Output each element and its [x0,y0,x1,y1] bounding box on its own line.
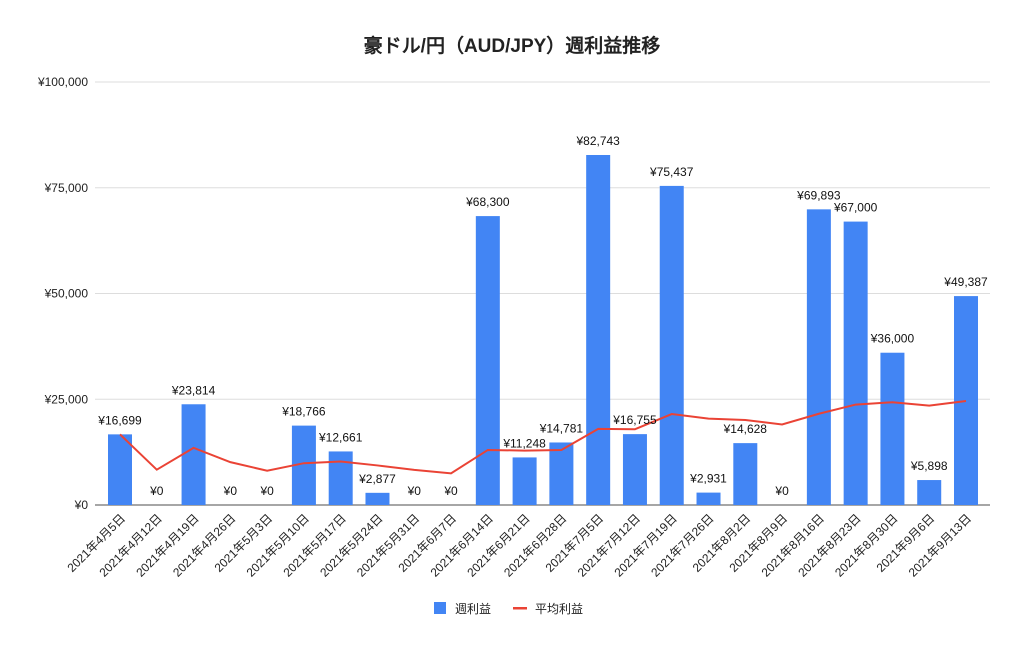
bar [512,457,537,505]
bar [696,492,721,505]
legend-label-line: 平均利益 [535,602,583,616]
x-axis-ticks: 2021年4月5日2021年4月12日2021年4月19日2021年4月26日2… [64,511,974,579]
bar [328,451,353,505]
data-label: ¥2,877 [358,472,396,486]
data-label: ¥18,766 [281,405,326,419]
data-label: ¥68,300 [465,195,510,209]
legend: 週利益 平均利益 [434,602,583,616]
bar [954,296,978,505]
data-label: ¥82,743 [575,134,620,148]
y-tick-label: ¥25,000 [44,392,89,406]
data-label: ¥0 [223,484,238,498]
bar [659,185,684,505]
data-label: ¥11,248 [502,436,546,450]
y-tick-label: ¥100,000 [37,75,88,89]
data-label: ¥14,781 [539,421,584,435]
data-label: ¥2,931 [689,472,727,486]
bar [181,404,206,505]
bar [806,209,831,506]
chart-title: 豪ドル/円（AUD/JPY）週利益推移 [364,34,661,57]
bar [475,216,500,505]
data-label: ¥16,699 [97,413,142,427]
data-label: ¥36,000 [870,332,915,346]
bar [622,434,647,505]
bar [843,221,868,505]
bar [549,442,574,505]
data-label: ¥23,814 [171,383,216,397]
bar [108,434,132,505]
data-labels: ¥16,699 ¥0 ¥23,814 ¥0 ¥0 ¥18,766 ¥12,661 ¥2,877… [97,134,988,498]
y-tick-label: ¥0 [74,498,89,512]
data-label: ¥14,628 [723,422,768,436]
legend-label-bar: 週利益 [455,602,491,616]
bar [917,480,942,505]
legend-swatch-line [513,607,527,610]
bar [365,492,390,505]
data-label: ¥0 [149,484,164,498]
data-label: ¥69,893 [796,188,841,202]
bar [586,154,611,505]
legend-swatch-bar [434,602,446,614]
gridlines [95,81,990,506]
data-label: ¥16,755 [612,413,657,427]
y-axis-ticks: ¥0 ¥25,000 ¥50,000 ¥75,000 ¥100,000 [37,75,88,512]
bar [733,443,758,505]
data-label: ¥0 [443,484,458,498]
data-label: ¥0 [259,484,274,498]
data-label: ¥5,898 [910,459,948,473]
data-label: ¥12,661 [318,430,363,444]
y-tick-label: ¥75,000 [44,181,89,195]
data-label: ¥0 [774,484,789,498]
data-label: ¥0 [407,484,422,498]
data-label: ¥75,437 [649,165,694,179]
average-line [119,400,967,475]
data-label: ¥49,387 [943,275,988,289]
bar [880,352,905,505]
y-tick-label: ¥50,000 [44,287,89,301]
line-series [119,400,967,475]
data-label: ¥67,000 [833,201,878,215]
bar-series [108,154,978,506]
